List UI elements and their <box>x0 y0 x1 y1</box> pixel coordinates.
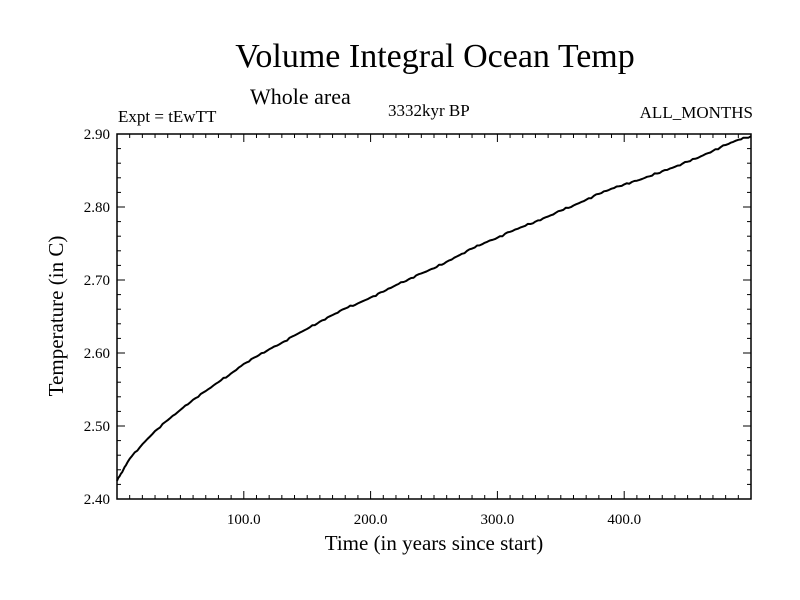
x-tick-label: 100.0 <box>227 512 261 528</box>
y-tick-label: 2.60 <box>84 346 110 362</box>
x-tick-label: 300.0 <box>481 512 515 528</box>
plot-frame <box>116 133 752 500</box>
x-axis-label: Time (in years since start) <box>325 531 544 555</box>
y-tick-label: 2.90 <box>84 127 110 143</box>
chart-title: Volume Integral Ocean Temp <box>235 38 635 75</box>
x-tick-label: 400.0 <box>607 512 641 528</box>
temperature-series-line <box>116 135 752 482</box>
y-tick-label: 2.50 <box>84 419 110 435</box>
y-tick-label: 2.70 <box>84 273 110 289</box>
y-tick-label: 2.40 <box>84 492 110 508</box>
y-axis-label: Temperature (in C) <box>44 236 68 397</box>
chart-subtitle: Whole area <box>250 84 351 109</box>
x-tick-label: 200.0 <box>354 512 388 528</box>
axis-ticks <box>117 134 751 499</box>
tick-labels: 100.0 200.0 300.0 400.0 2.40 2.50 2.60 2.70 2.80… <box>84 127 641 528</box>
experiment-label: Expt = tEwTT <box>118 107 217 126</box>
y-tick-label: 2.80 <box>84 200 110 216</box>
months-label: ALL_MONTHS <box>639 103 753 122</box>
period-label: 3332kyr BP <box>388 101 470 120</box>
